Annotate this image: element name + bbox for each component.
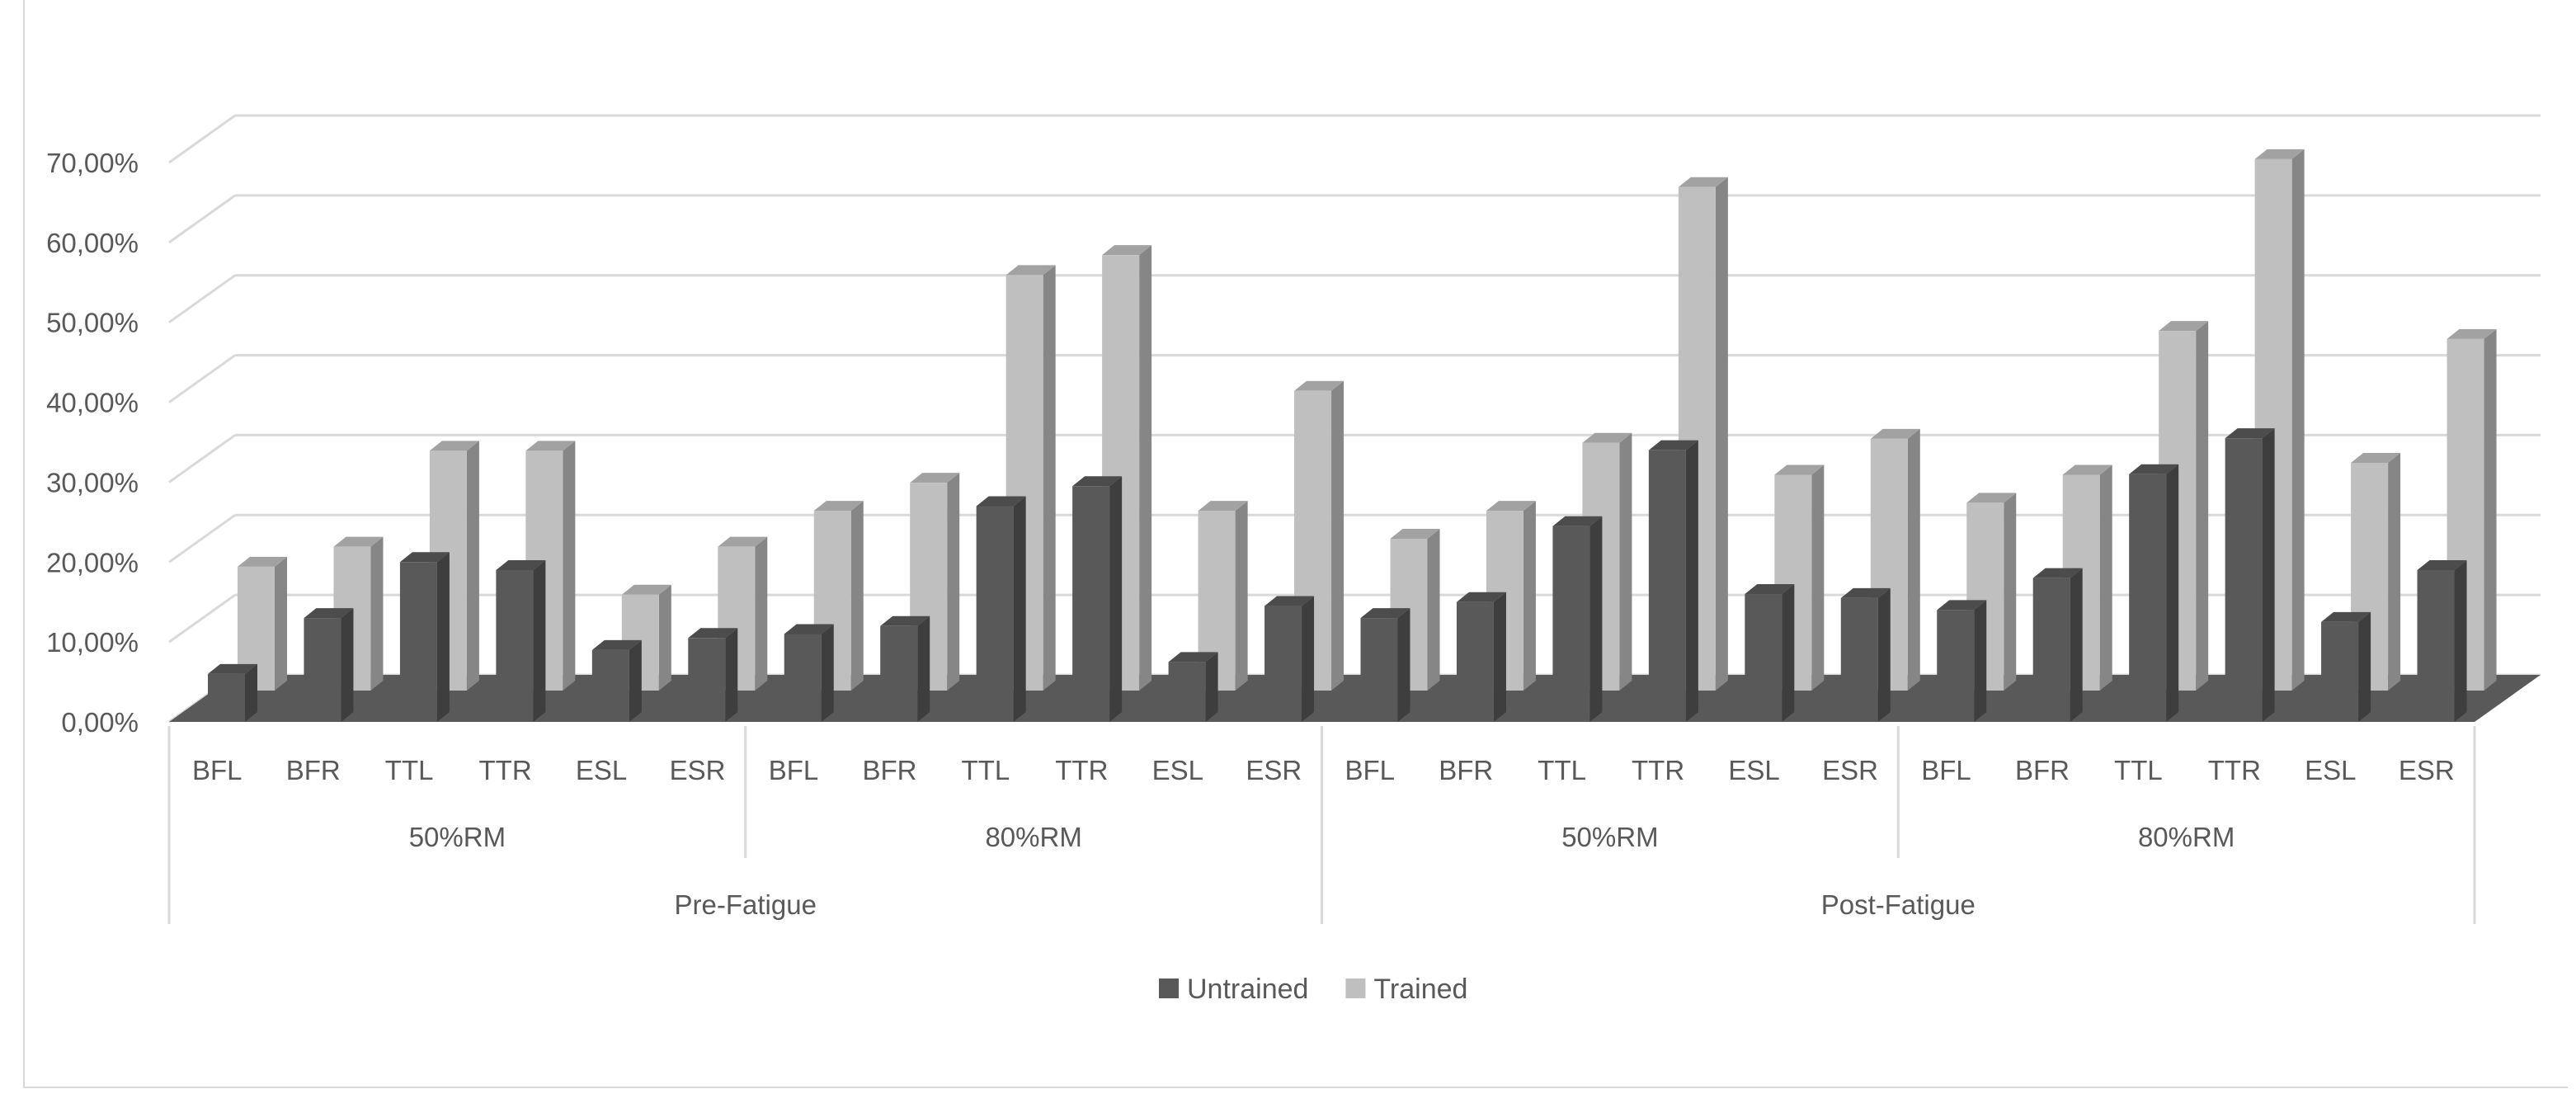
bar-untrained — [1648, 440, 1698, 722]
x-tick-label: TTL — [1538, 755, 1586, 785]
x-tick-label: BFR — [2015, 755, 2070, 785]
bar-untrained — [1552, 516, 1603, 722]
bar-untrained — [1360, 608, 1410, 722]
bar-untrained — [208, 663, 257, 722]
bars — [208, 149, 2497, 722]
gridline — [168, 354, 2541, 403]
x-tick-label: TTL — [2114, 755, 2163, 785]
x-tick-label: TTR — [479, 755, 532, 785]
bar-untrained — [496, 559, 546, 722]
x-tick-label: ESL — [576, 755, 627, 785]
x-tick-label: BFL — [769, 755, 819, 785]
group-label: Post-Fatigue — [1821, 889, 1976, 920]
bar-untrained — [399, 552, 450, 722]
subgroup-label: 50%RM — [1561, 822, 1658, 852]
bar-untrained — [1072, 476, 1123, 722]
bar-untrained — [304, 608, 354, 722]
x-tick-label: TTR — [1055, 755, 1108, 785]
gridline — [168, 194, 2541, 244]
y-tick-label: 10,00% — [46, 627, 139, 658]
x-tick-label: BFR — [862, 755, 916, 785]
bar-untrained — [880, 615, 930, 722]
x-tick-label: TTL — [962, 755, 1010, 785]
bar-untrained — [1456, 592, 1506, 722]
legend-label: Trained — [1373, 974, 1467, 1005]
y-tick-label: 20,00% — [46, 547, 139, 578]
x-tick-label: ESL — [1728, 755, 1779, 785]
bar-untrained — [976, 496, 1026, 722]
subgroup-label: 80%RM — [985, 822, 1081, 852]
gridline — [168, 433, 2541, 483]
x-tick-label: BFR — [286, 755, 341, 785]
y-tick-label: 60,00% — [46, 228, 139, 258]
bar-untrained — [688, 628, 738, 722]
bar-untrained — [2321, 611, 2371, 722]
x-axis-labels: BFL BFR TTL TTR ESL ESR BFL BFR TTL TTR ESL ESR BFL B… — [167, 726, 2476, 924]
y-axis: 0,00% 10,00% 20,00% 30,00% 40,00% 50,00% 60,00… — [46, 148, 139, 738]
x-tick-label: BFL — [1345, 755, 1395, 785]
x-tick-label: ESR — [1246, 755, 1302, 785]
y-tick-label: 0,00% — [61, 707, 139, 738]
x-tick-label: ESR — [2399, 755, 2455, 785]
x-tick-label: TTR — [1632, 755, 1684, 785]
x-tick-label: TTL — [385, 755, 434, 785]
subgroup-label: 50%RM — [409, 822, 506, 852]
bar-untrained — [2225, 428, 2275, 722]
bar-trained — [1294, 380, 1345, 691]
x-tick-label: BFR — [1439, 755, 1493, 785]
legend-swatch — [1345, 978, 1366, 998]
bar-untrained — [2417, 559, 2467, 722]
x-tick-label: ESL — [2305, 755, 2356, 785]
bar-untrained — [2129, 464, 2179, 722]
legend-swatch — [1159, 978, 1179, 998]
bar-untrained — [1745, 584, 1795, 722]
legend-label: Untrained — [1187, 974, 1308, 1005]
x-tick-label: ESR — [670, 755, 726, 785]
x-tick-label: TTR — [2208, 755, 2261, 785]
bar-untrained — [591, 639, 642, 722]
gridline — [168, 274, 2541, 323]
y-tick-label: 50,00% — [46, 308, 139, 338]
bar-untrained — [1264, 596, 1315, 722]
legend-entry: Trained — [1345, 974, 1467, 1005]
bar-untrained — [1840, 587, 1891, 722]
y-tick-label: 30,00% — [46, 467, 139, 497]
x-tick-label: ESL — [1152, 755, 1203, 785]
y-tick-label: 70,00% — [46, 148, 139, 178]
gridline — [168, 114, 2541, 164]
y-tick-label: 40,00% — [46, 388, 139, 418]
subgroup-label: 80%RM — [2138, 822, 2235, 852]
x-tick-label: ESR — [1822, 755, 1878, 785]
chart-frame — [23, 0, 2568, 1088]
bar-untrained — [1168, 652, 1218, 722]
bar-untrained — [2032, 568, 2083, 722]
legend: Untrained Trained — [1159, 974, 1467, 1005]
bar-untrained — [1937, 600, 1987, 722]
x-tick-label: BFL — [1921, 755, 1971, 785]
group-label: Pre-Fatigue — [675, 889, 817, 920]
bar-untrained — [784, 624, 834, 722]
legend-entry: Untrained — [1159, 974, 1308, 1005]
x-tick-label: BFL — [192, 755, 243, 785]
